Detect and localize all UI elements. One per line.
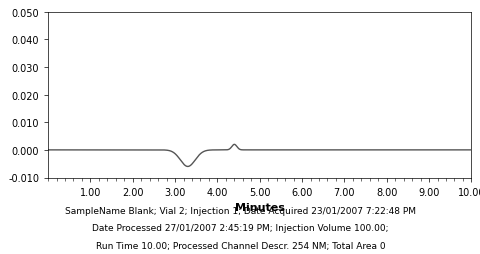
Text: SampleName Blank; Vial 2; Injection 1; Date Acquired 23/01/2007 7:22:48 PM: SampleName Blank; Vial 2; Injection 1; D… — [65, 206, 415, 215]
Y-axis label: AU: AU — [0, 87, 2, 103]
Text: Date Processed 27/01/2007 2:45:19 PM; Injection Volume 100.00;: Date Processed 27/01/2007 2:45:19 PM; In… — [92, 224, 388, 232]
Text: Run Time 10.00; Processed Channel Descr. 254 NM; Total Area 0: Run Time 10.00; Processed Channel Descr.… — [96, 241, 384, 250]
X-axis label: Minutes: Minutes — [234, 202, 284, 212]
